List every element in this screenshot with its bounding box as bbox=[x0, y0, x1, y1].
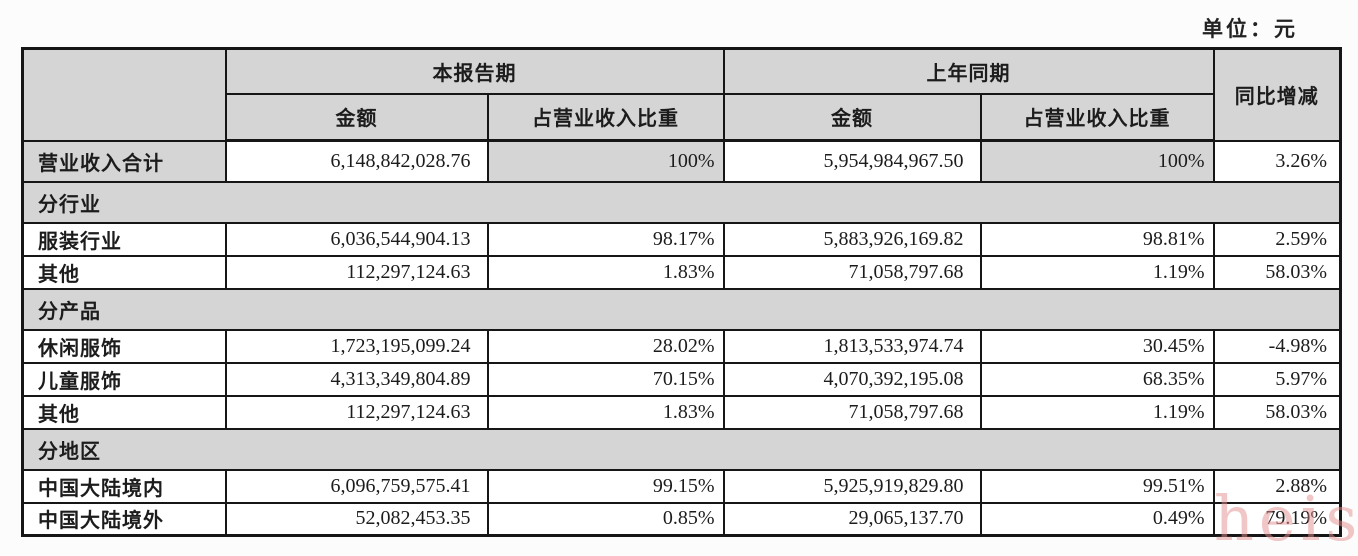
row-total-revenue: 营业收入合计 6,148,842,028.76 100% 5,954,984,9… bbox=[21, 139, 1342, 183]
prior-amount-cell: 5,954,984,967.50 bbox=[722, 139, 982, 183]
section-label-cell: 分地区 bbox=[21, 427, 1342, 471]
section-by-region: 分地区 bbox=[21, 427, 1342, 471]
row-label-cell: 休闲服饰 bbox=[21, 328, 227, 364]
current-share-cell: 0.85% bbox=[486, 501, 725, 537]
current-share-header: 占营业收入比重 bbox=[486, 92, 725, 142]
current-share-cell: 1.83% bbox=[486, 254, 725, 290]
row-other-product: 其他 112,297,124.63 1.83% 71,058,797.68 1.… bbox=[21, 394, 1342, 430]
row-label-cell: 儿童服饰 bbox=[21, 361, 227, 397]
yoy-change-header: 同比增减 bbox=[1212, 47, 1342, 142]
header-row-metrics: 金额 占营业收入比重 金额 占营业收入比重 bbox=[23, 92, 1341, 142]
current-period-header: 本报告期 bbox=[224, 47, 725, 95]
row-label-cell: 服装行业 bbox=[21, 221, 227, 257]
prior-share-cell: 1.19% bbox=[979, 254, 1215, 290]
prior-share-cell: 99.51% bbox=[979, 468, 1215, 504]
current-share-cell: 70.15% bbox=[486, 361, 725, 397]
header-row-periods: 本报告期 上年同期 同比增减 bbox=[21, 47, 1342, 142]
section-by-product: 分产品 bbox=[21, 287, 1342, 331]
row-label-cell: 中国大陆境外 bbox=[21, 501, 227, 537]
prior-amount-cell: 71,058,797.68 bbox=[722, 394, 982, 430]
yoy-cell: -4.98% bbox=[1212, 328, 1342, 364]
row-label-cell: 中国大陆境内 bbox=[21, 468, 227, 504]
row-mainland-china: 中国大陆境内 6,096,759,575.41 99.15% 5,925,919… bbox=[21, 468, 1342, 504]
current-share-cell: 98.17% bbox=[486, 221, 725, 257]
current-amount-cell: 6,036,544,904.13 bbox=[224, 221, 489, 257]
prior-share-cell: 30.45% bbox=[979, 328, 1215, 364]
row-children-wear: 儿童服饰 4,313,349,804.89 70.15% 4,070,392,1… bbox=[21, 361, 1342, 397]
current-amount-cell: 112,297,124.63 bbox=[224, 254, 489, 290]
section-label-cell: 分行业 bbox=[21, 180, 1342, 224]
row-outside-mainland: 中国大陆境外 52,082,453.35 0.85% 29,065,137.70… bbox=[21, 501, 1342, 537]
yoy-cell: 58.03% bbox=[1212, 254, 1342, 290]
yoy-cell: 58.03% bbox=[1212, 394, 1342, 430]
prior-share-cell: 0.49% bbox=[979, 501, 1215, 537]
unit-label: 单位：元 bbox=[1202, 17, 1298, 41]
yoy-cell: 2.59% bbox=[1212, 221, 1342, 257]
current-amount-cell: 52,082,453.35 bbox=[224, 501, 489, 537]
section-label-cell: 分产品 bbox=[21, 287, 1342, 331]
prior-period-header: 上年同期 bbox=[722, 47, 1215, 95]
yoy-cell: 3.26% bbox=[1212, 139, 1342, 183]
prior-share-header: 占营业收入比重 bbox=[979, 92, 1215, 142]
row-label-cell: 营业收入合计 bbox=[21, 139, 227, 183]
prior-amount-cell: 29,065,137.70 bbox=[722, 501, 982, 537]
current-share-cell: 28.02% bbox=[486, 328, 725, 364]
yoy-cell: 5.97% bbox=[1212, 361, 1342, 397]
prior-amount-header: 金额 bbox=[722, 92, 982, 142]
row-label-cell: 其他 bbox=[21, 394, 227, 430]
row-other-industry: 其他 112,297,124.63 1.83% 71,058,797.68 1.… bbox=[21, 254, 1342, 290]
prior-share-cell: 68.35% bbox=[979, 361, 1215, 397]
yoy-cell: 2.88% bbox=[1212, 468, 1342, 504]
prior-share-cell: 100% bbox=[979, 139, 1215, 183]
prior-amount-cell: 1,813,533,974.74 bbox=[722, 328, 982, 364]
current-amount-header: 金额 bbox=[224, 92, 489, 142]
revenue-breakdown-table: 本报告期 上年同期 同比增减 金额 占营业收入比重 金额 占营业收入比重 营业收… bbox=[21, 47, 1342, 537]
prior-amount-cell: 5,883,926,169.82 bbox=[722, 221, 982, 257]
row-casual-wear: 休闲服饰 1,723,195,099.24 28.02% 1,813,533,9… bbox=[21, 328, 1342, 364]
corner-blank-cell bbox=[21, 47, 227, 142]
current-share-cell: 99.15% bbox=[486, 468, 725, 504]
current-amount-cell: 4,313,349,804.89 bbox=[224, 361, 489, 397]
row-label-cell: 其他 bbox=[21, 254, 227, 290]
current-amount-cell: 6,148,842,028.76 bbox=[224, 139, 489, 183]
current-amount-cell: 1,723,195,099.24 bbox=[224, 328, 489, 364]
prior-amount-cell: 4,070,392,195.08 bbox=[722, 361, 982, 397]
prior-share-cell: 1.19% bbox=[979, 394, 1215, 430]
prior-share-cell: 98.81% bbox=[979, 221, 1215, 257]
current-amount-cell: 6,096,759,575.41 bbox=[224, 468, 489, 504]
row-apparel-industry: 服装行业 6,036,544,904.13 98.17% 5,883,926,1… bbox=[21, 221, 1342, 257]
prior-amount-cell: 71,058,797.68 bbox=[722, 254, 982, 290]
prior-amount-cell: 5,925,919,829.80 bbox=[722, 468, 982, 504]
current-share-cell: 100% bbox=[486, 139, 725, 183]
yoy-cell: 79.19% bbox=[1212, 501, 1342, 537]
section-by-industry: 分行业 bbox=[21, 180, 1342, 224]
current-amount-cell: 112,297,124.63 bbox=[224, 394, 489, 430]
current-share-cell: 1.83% bbox=[486, 394, 725, 430]
